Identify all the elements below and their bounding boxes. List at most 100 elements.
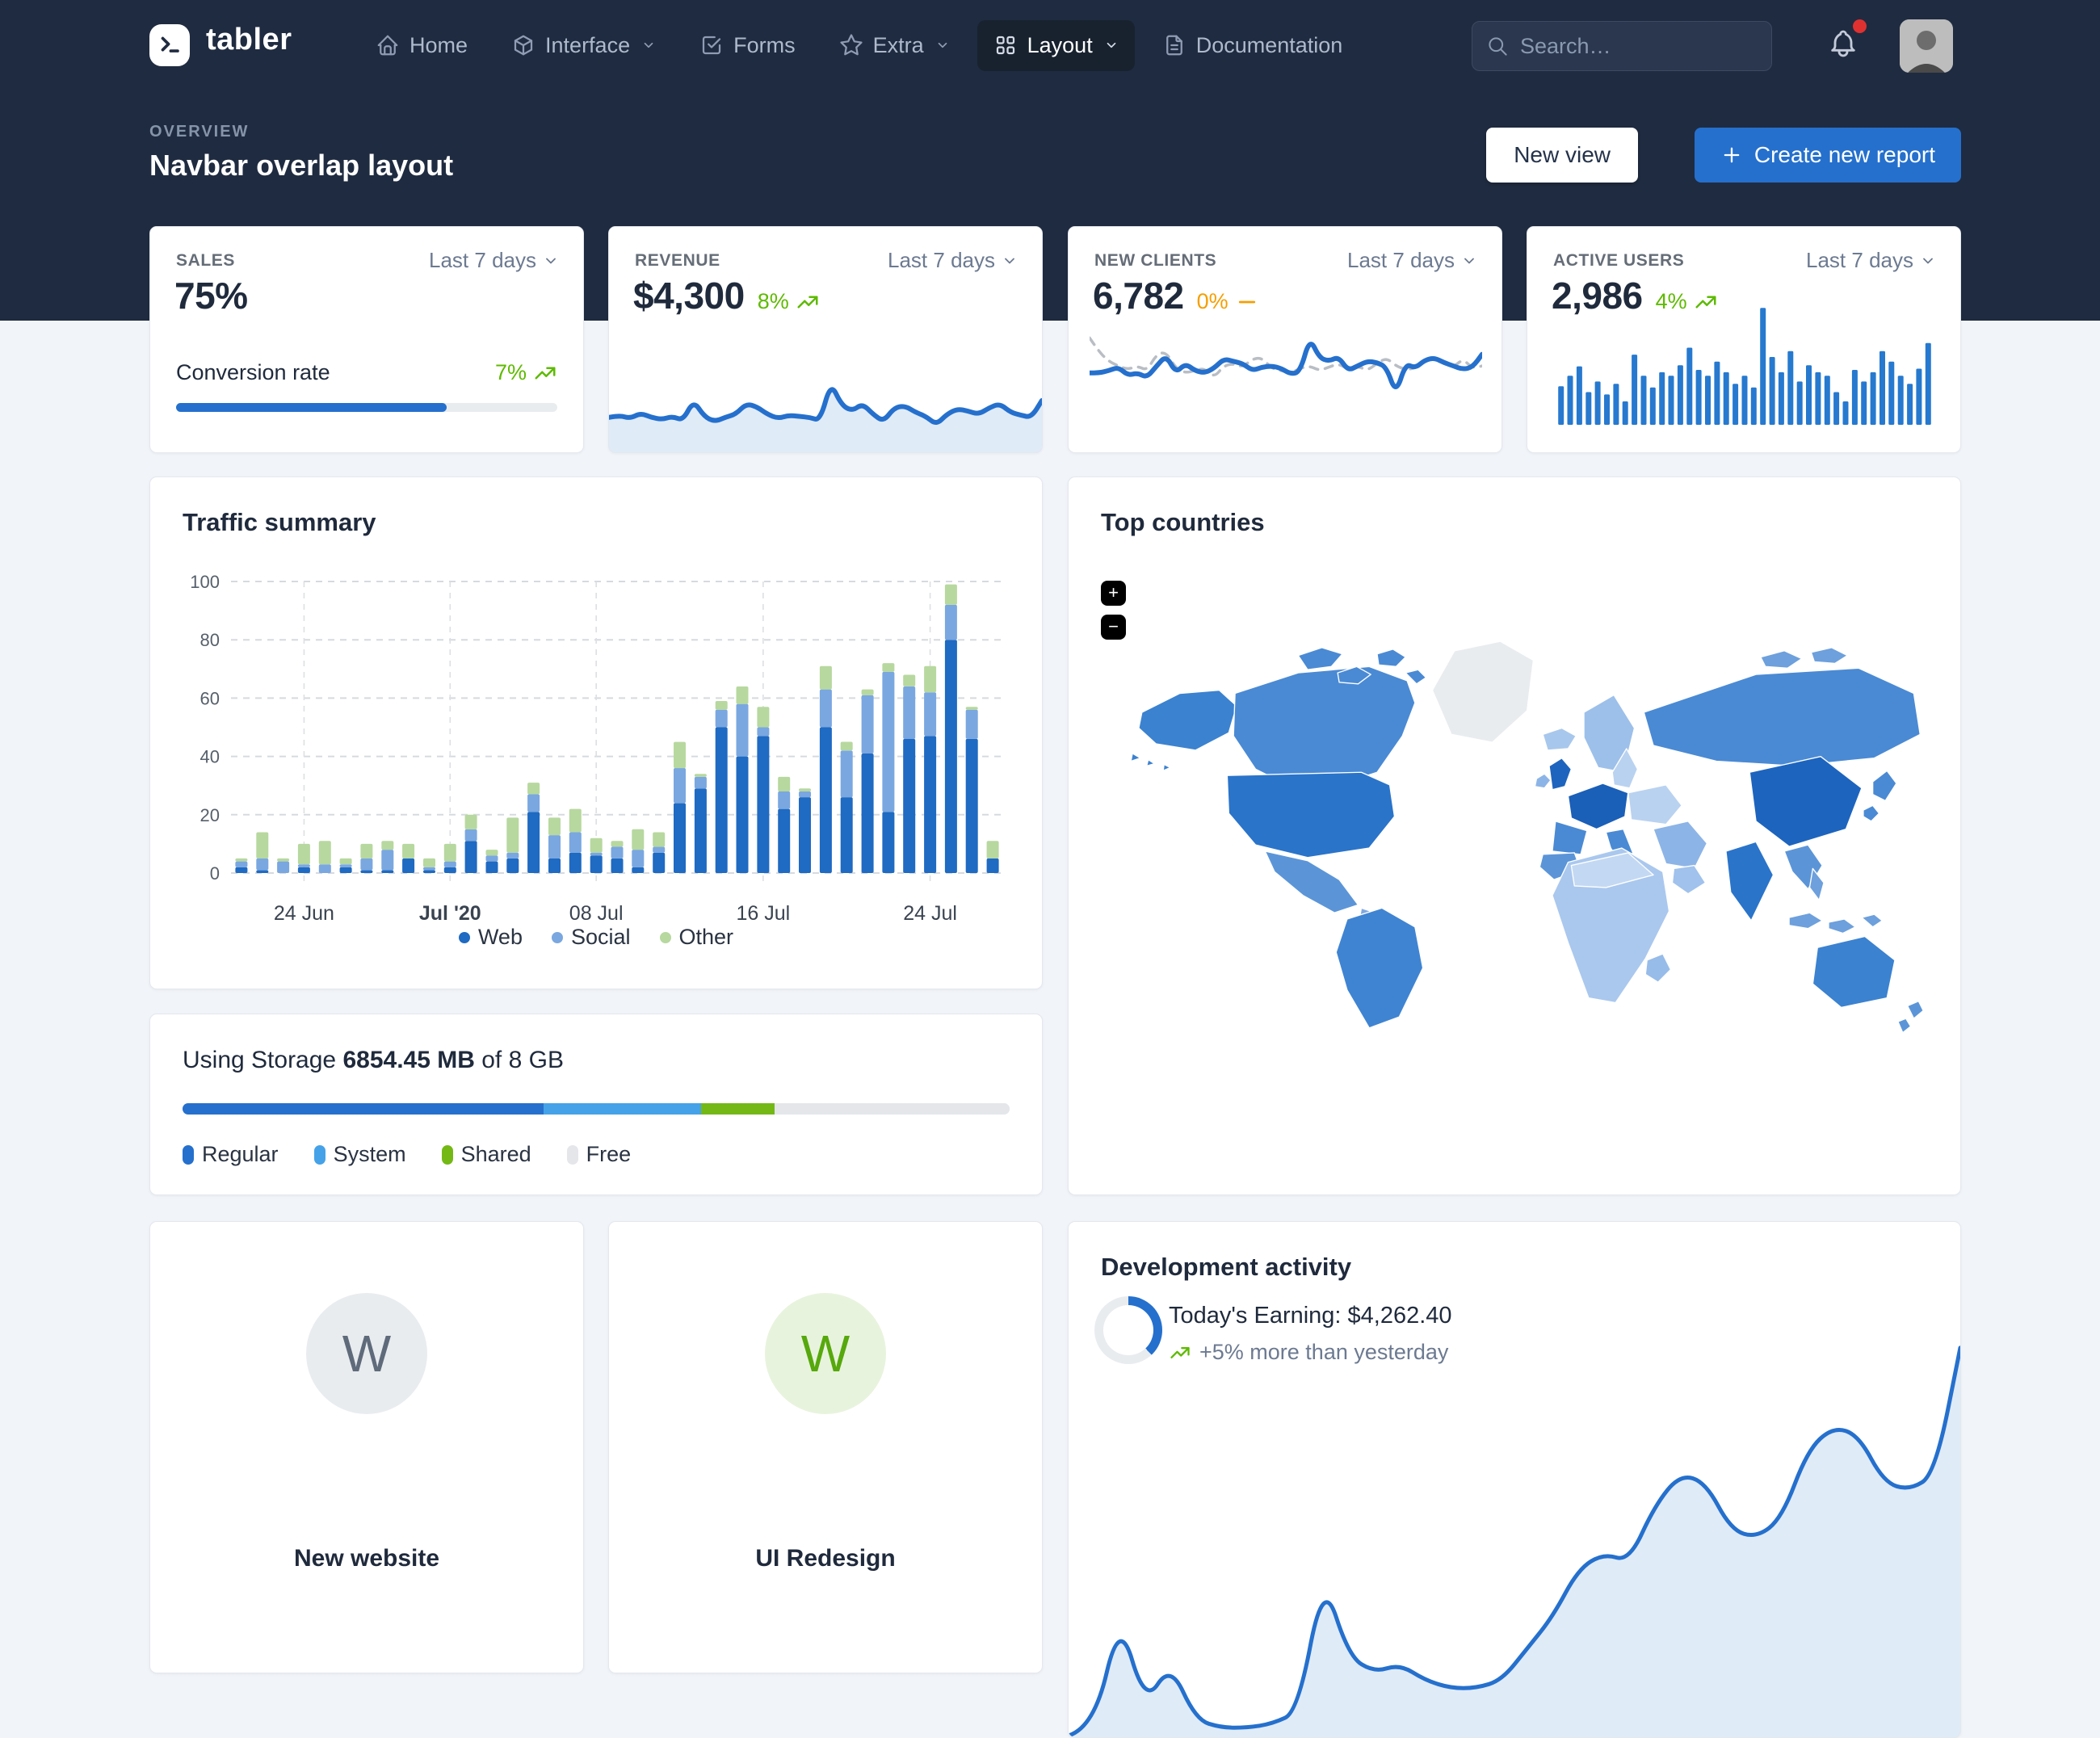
home-icon [376,33,400,57]
legend-other[interactable]: Other [659,925,733,950]
storage-segment-system [544,1103,702,1115]
conversion-trend: 7% [495,360,557,385]
nav-menu: Home Interface Forms Extra Layout Docume… [359,0,1359,90]
file-text-icon [1162,33,1186,57]
project-card-new-website[interactable]: W New website [149,1221,584,1673]
earning-ring-chart [1094,1296,1162,1364]
chevron-down-icon [641,38,656,52]
traffic-legend-dot-0 [458,931,470,943]
brand-name: tabler [206,23,292,57]
tabler-logo[interactable] [149,24,190,66]
map-zoom-in-button[interactable]: + [1101,581,1126,606]
countries-title: Top countries [1101,508,1265,536]
clients-range-select[interactable]: Last 7 days [1347,248,1477,273]
page-pretitle: OVERVIEW [149,123,250,141]
svg-text:60: 60 [200,688,220,708]
search-icon [1487,36,1509,57]
legend-regular: Regular [183,1142,279,1167]
bell-icon [1827,27,1866,60]
svg-text:20: 20 [200,805,220,825]
conversion-progress-fill [176,403,447,412]
top-countries-card: Top countries + − [1068,476,1961,1195]
project-name: New website [293,1545,440,1572]
users-trend: 4% [1656,289,1718,314]
users-value: 2,986 [1552,275,1643,317]
notifications-button[interactable] [1827,19,1867,66]
todays-earning: Today's Earning: $4,262.40 [1169,1303,1452,1329]
project-card-ui-redesign[interactable]: W UI Redesign [608,1221,1043,1673]
revenue-sparkline-chart [609,365,1042,452]
project-avatar: W [765,1293,886,1414]
project-avatar: W [306,1293,427,1414]
trending-up-icon [533,361,557,385]
nav-item-documentation[interactable]: Documentation [1146,20,1359,71]
new-view-button[interactable]: New view [1486,128,1638,183]
clients-line-chart [1090,321,1482,434]
legend-free: Free [566,1142,631,1167]
sales-range-select[interactable]: Last 7 days [429,248,559,273]
nav-item-layout[interactable]: Layout [976,19,1135,71]
legend-social[interactable]: Social [551,925,631,950]
user-avatar[interactable] [1900,19,1953,73]
sales-label: SALES [176,251,236,270]
map-zoom-out-button[interactable]: − [1101,615,1126,640]
legend-shared: Shared [441,1142,531,1167]
search-input[interactable] [1520,33,1730,59]
development-title: Development activity [1101,1253,1352,1281]
world-map[interactable] [1101,574,1930,1091]
traffic-stacked-chart: 0 20 40 60 80 100 24 Jun Jul '20 08 Jul 16 Jul 24 … [183,561,1011,944]
traffic-summary-card: Traffic summary 0 20 40 60 80 100 24 Jun Jul '2… [149,476,1043,989]
storage-card: Using Storage 6854.45 MB of 8 GB Regular… [149,1014,1043,1195]
earning-trend-note: +5% more than yesterday [1169,1340,1448,1365]
grid-icon [993,33,1018,57]
chevron-down-icon [1461,253,1477,269]
traffic-legend-dot-1 [551,931,563,943]
clients-value: 6,782 [1093,275,1184,317]
nav-item-forms[interactable]: Forms [683,20,812,71]
nav-item-extra[interactable]: Extra [823,20,966,71]
active-users-card: ACTIVE USERS Last 7 days 2,986 4% [1527,226,1961,453]
search-box [1472,21,1772,71]
new-clients-card: NEW CLIENTS Last 7 days 6,782 0% [1068,226,1502,453]
package-icon [511,33,536,57]
terminal-prompt-icon [156,31,183,59]
conversion-progress [176,403,557,412]
sales-card: SALES Last 7 days 75% Conversion rate 7% [149,226,584,453]
development-activity-card: Development activity Today's Earning: $4… [1068,1221,1961,1738]
users-label: ACTIVE USERS [1553,251,1685,270]
revenue-trend: 8% [758,289,820,314]
storage-segment-shared [701,1103,775,1115]
nav-item-interface[interactable]: Interface [495,20,672,71]
star-icon [839,33,863,57]
plus-icon [1720,144,1743,166]
svg-text:80: 80 [200,630,220,650]
chevron-down-icon [1920,253,1936,269]
svg-text:0: 0 [210,863,220,884]
trending-up-icon [1169,1341,1191,1364]
storage-legend: Regular System Shared Free [183,1142,631,1167]
traffic-legend: Web Social Other [150,925,1042,950]
trending-up-icon [796,290,820,314]
chevron-down-icon [1104,38,1119,52]
page-title: Navbar overlap layout [149,149,454,182]
clients-label: NEW CLIENTS [1094,251,1217,270]
nav-item-home[interactable]: Home [359,20,484,71]
svg-text:24 Jul: 24 Jul [903,902,957,925]
trending-up-icon [1694,290,1718,314]
chevron-down-icon [543,253,559,269]
storage-segment-regular [183,1103,544,1115]
create-report-button[interactable]: Create new report [1694,128,1961,183]
storage-segment-free [775,1103,1010,1115]
svg-text:08 Jul: 08 Jul [569,902,624,925]
revenue-value: $4,300 [633,275,745,317]
project-name: UI Redesign [755,1545,896,1572]
notification-dot [1853,19,1867,33]
svg-text:Jul '20: Jul '20 [419,902,481,925]
svg-text:16 Jul: 16 Jul [737,902,791,925]
legend-web[interactable]: Web [458,925,523,950]
traffic-title: Traffic summary [183,508,376,536]
users-range-select[interactable]: Last 7 days [1806,248,1936,273]
storage-title: Using Storage 6854.45 MB of 8 GB [183,1047,564,1073]
revenue-range-select[interactable]: Last 7 days [888,248,1018,273]
conversion-rate-label: Conversion rate [176,360,330,384]
